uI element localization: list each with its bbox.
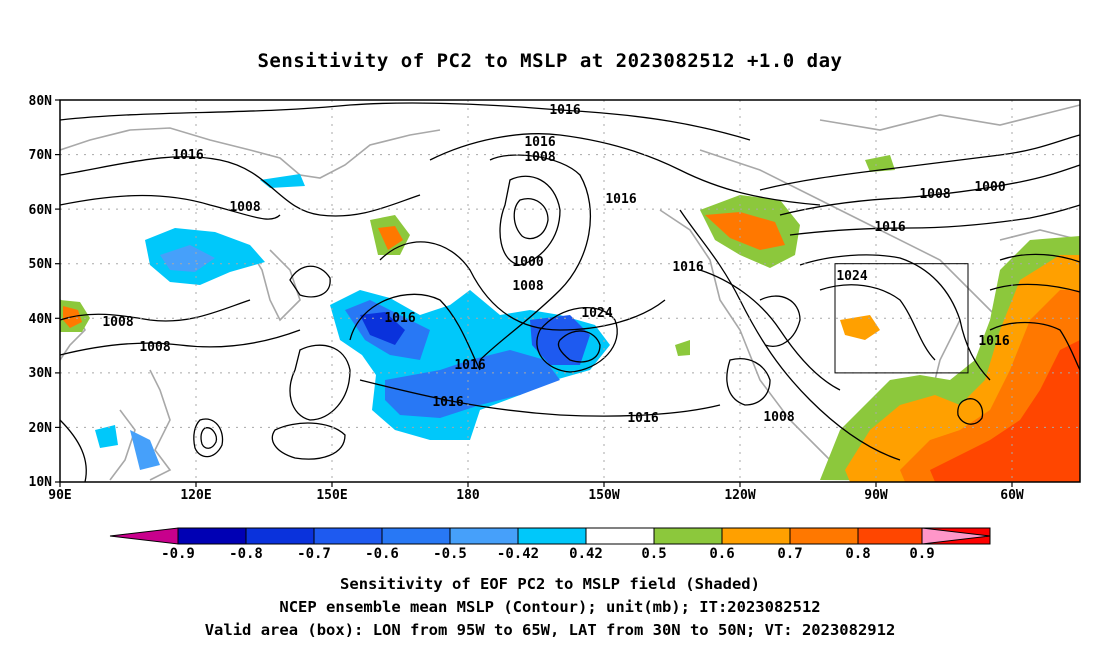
positive-sensitivity-shading — [60, 155, 1080, 482]
lat-label: 50N — [29, 257, 53, 272]
colorbar-label: 0.7 — [777, 546, 802, 562]
contour-label: 1024 — [836, 269, 867, 284]
lon-label: 150E — [316, 488, 347, 503]
colorbar-swatch — [789, 527, 859, 545]
colorbar-swatch — [449, 527, 519, 545]
lon-label: 90W — [864, 488, 888, 503]
contour-label: 1008 — [763, 410, 794, 425]
lat-label: 60N — [29, 203, 53, 218]
lon-label: 120W — [724, 488, 755, 503]
contour-label: 1016 — [605, 192, 636, 207]
colorbar-label: -0.5 — [433, 546, 467, 562]
colorbar-swatch — [857, 527, 927, 545]
contour-label: 1008 — [919, 187, 950, 202]
contour-label: 1016 — [672, 260, 703, 275]
negative-sensitivity-shading — [95, 174, 610, 470]
contour-label: 1008 — [102, 315, 133, 330]
colorbar-swatch — [585, 527, 655, 545]
colorbar-label: -0.42 — [497, 546, 539, 562]
axis-ticks — [55, 99, 1013, 487]
map-panel: 1016 1016 1008 1016 1008 1000 1008 1016 … — [59, 99, 1081, 483]
map-title: Sensitivity of PC2 to MSLP at 2023082512… — [257, 50, 843, 72]
contour-label: 1000 — [512, 255, 543, 270]
lon-label: 150W — [588, 488, 619, 503]
colorbar-label: -0.8 — [229, 546, 263, 562]
colorbar-label: -0.6 — [365, 546, 399, 562]
lon-label: 90E — [48, 488, 71, 503]
contour-label: 1016 — [549, 103, 580, 118]
lat-label: 80N — [29, 94, 53, 109]
colorbar-swatch — [381, 527, 451, 545]
colorbar-label: 0.6 — [709, 546, 734, 562]
colorbar-swatch — [653, 527, 723, 545]
lat-label: 70N — [29, 148, 53, 163]
contour-label: 1016 — [432, 395, 463, 410]
longitude-labels: 90E 120E 150E 180 150W 120W 90W 60W — [48, 488, 1024, 503]
lat-label: 20N — [29, 421, 53, 436]
caption-line-3: Valid area (box): LON from 95W to 65W, L… — [204, 621, 896, 639]
colorbar-high-triangle — [921, 527, 991, 545]
contour-label: 1008 — [524, 150, 555, 165]
contour-label: 1008 — [229, 200, 260, 215]
colorbar-label: 0.5 — [641, 546, 666, 562]
colorbar-swatch — [721, 527, 791, 545]
colorbar-label: 0.8 — [845, 546, 870, 562]
colorbar-label: 0.42 — [569, 546, 603, 562]
contour-label: 1016 — [627, 411, 658, 426]
contour-label: 1024 — [581, 306, 612, 321]
contour-labels: 1016 1016 1008 1016 1008 1000 1008 1016 … — [102, 103, 1009, 426]
colorbar-low-triangle — [109, 527, 179, 545]
contour-label: 1016 — [978, 334, 1009, 349]
colorbar: -0.9 -0.8 -0.7 -0.6 -0.5 -0.42 0.42 0.5 … — [109, 527, 991, 562]
colorbar-labels: -0.9 -0.8 -0.7 -0.6 -0.5 -0.42 0.42 0.5 … — [161, 546, 935, 562]
lon-label: 120E — [180, 488, 211, 503]
lat-label: 10N — [29, 475, 53, 490]
colorbar-swatch — [313, 527, 383, 545]
contour-label: 1000 — [974, 180, 1005, 195]
colorbar-swatch — [177, 527, 247, 545]
contour-label: 1016 — [874, 220, 905, 235]
caption-line-1: Sensitivity of EOF PC2 to MSLP field (Sh… — [340, 575, 760, 593]
lon-label: 180 — [456, 488, 480, 503]
colorbar-label: -0.7 — [297, 546, 331, 562]
colorbar-label: -0.9 — [161, 546, 195, 562]
lat-label: 30N — [29, 366, 53, 381]
colorbar-boxes — [177, 527, 991, 545]
map-frame — [59, 99, 1081, 483]
colorbar-label: 0.9 — [909, 546, 934, 562]
valid-area-box — [834, 263, 969, 374]
contour-label: 1016 — [384, 311, 415, 326]
colorbar-swatch — [517, 527, 587, 545]
contour-label: 1016 — [172, 148, 203, 163]
contour-label: 1016 — [454, 358, 485, 373]
lon-label: 60W — [1000, 488, 1024, 503]
contour-label: 1008 — [512, 279, 543, 294]
latitude-labels: 80N 70N 60N 50N 40N 30N 20N 10N — [29, 94, 53, 490]
colorbar-swatch — [245, 527, 315, 545]
contour-label: 1008 — [139, 340, 170, 355]
lat-label: 40N — [29, 312, 53, 327]
contour-label: 1016 — [524, 135, 555, 150]
mslp-contours — [59, 102, 1081, 483]
caption-line-2: NCEP ensemble mean MSLP (Contour); unit(… — [279, 598, 821, 616]
